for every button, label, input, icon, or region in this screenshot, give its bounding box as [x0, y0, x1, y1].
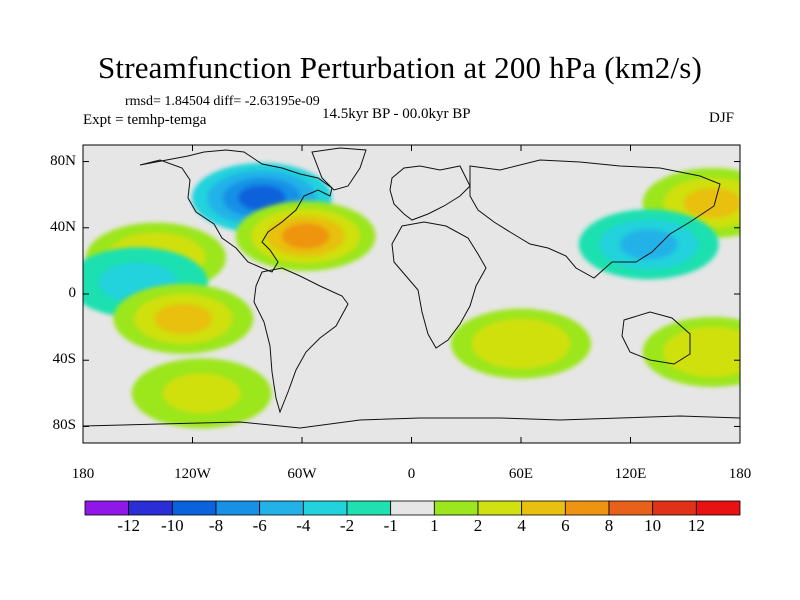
- colorbar-swatch: [128, 500, 173, 516]
- colorbar-label: 8: [604, 516, 614, 535]
- x-tick-label: 180: [728, 466, 752, 482]
- colorbar-swatch: [259, 500, 304, 516]
- contour-blob-0-3: [238, 185, 286, 211]
- x-tick-label: 60E: [508, 466, 534, 482]
- asia-coast: [469, 159, 721, 279]
- y-tick-label: 80S: [52, 417, 76, 434]
- contour-blob-8-2: [683, 336, 740, 367]
- contour-fills: [83, 162, 740, 429]
- colorbar-swatch: [390, 500, 435, 516]
- x-tick-label: 120W: [174, 466, 211, 482]
- colorbar-swatch: [652, 500, 697, 516]
- colorbar-label: -4: [296, 516, 311, 535]
- contour-blob-5-2: [683, 187, 740, 218]
- colorbar-swatch: [171, 500, 217, 516]
- africa-coast: [391, 221, 487, 349]
- colorbar-swatch: [521, 500, 566, 516]
- colorbar-label: -8: [208, 516, 224, 535]
- stats-text: rmsd= 1.84504 diff= -2.63195e-09: [125, 94, 320, 109]
- colorbar-label: -6: [252, 516, 267, 535]
- x-tick-label: 180: [71, 466, 95, 482]
- contour-blob-9-1: [162, 373, 241, 414]
- colorbar-swatch: [433, 500, 479, 516]
- greenland-coast: [311, 147, 367, 191]
- axis-ticks: [82, 145, 741, 443]
- colorbar-swatch: [695, 500, 741, 516]
- colorbar-label: -1: [383, 516, 398, 535]
- colorbar-swatch: [564, 500, 610, 516]
- contour-blob-6-2: [620, 229, 678, 260]
- contour-blob-4-2: [154, 303, 213, 334]
- y-tick-label: 80N: [50, 152, 76, 169]
- colorbar: [84, 500, 741, 516]
- south-america-coast: [253, 267, 349, 414]
- y-tick-label: 40N: [50, 218, 76, 235]
- north-america-coast: [139, 149, 333, 273]
- colorbar-label: -12: [117, 516, 140, 535]
- y-tick-label: 40S: [52, 351, 76, 368]
- x-tick-label: 120E: [614, 466, 647, 482]
- left-label: Expt = temhp-temga: [83, 112, 207, 128]
- center-label: 14.5kyr BP - 00.0kyr BP: [322, 106, 471, 122]
- europe-coast: [389, 165, 471, 221]
- colorbar-label: 6: [561, 516, 570, 535]
- colorbar-swatch: [302, 500, 348, 516]
- antarctica-coast: [83, 415, 740, 429]
- colorbar-label: -2: [339, 516, 355, 535]
- contour-blob-7-2: [492, 328, 550, 359]
- colorbar-label: 2: [473, 516, 483, 535]
- contour-blob-1-3: [282, 223, 330, 249]
- colorbar-label: -10: [160, 516, 184, 535]
- x-tick-label: 60W: [287, 466, 317, 482]
- colorbar-label: 1: [430, 516, 439, 535]
- colorbar-label: 10: [644, 516, 662, 535]
- x-tick-label: 0: [407, 466, 416, 482]
- coastlines: [83, 147, 740, 429]
- colorbar-swatch: [608, 500, 654, 516]
- colorbar-label: 12: [687, 516, 705, 535]
- y-tick-label: 0: [68, 285, 77, 301]
- colorbar-swatch: [477, 500, 523, 516]
- colorbar-swatch: [215, 500, 261, 516]
- season-label: DJF: [709, 110, 735, 126]
- chart-title: Streamfunction Perturbation at 200 hPa (…: [97, 50, 703, 85]
- australia-coast: [621, 311, 691, 365]
- colorbar-swatch: [84, 500, 130, 516]
- colorbar-label: 4: [517, 516, 526, 535]
- colorbar-swatch: [346, 500, 392, 516]
